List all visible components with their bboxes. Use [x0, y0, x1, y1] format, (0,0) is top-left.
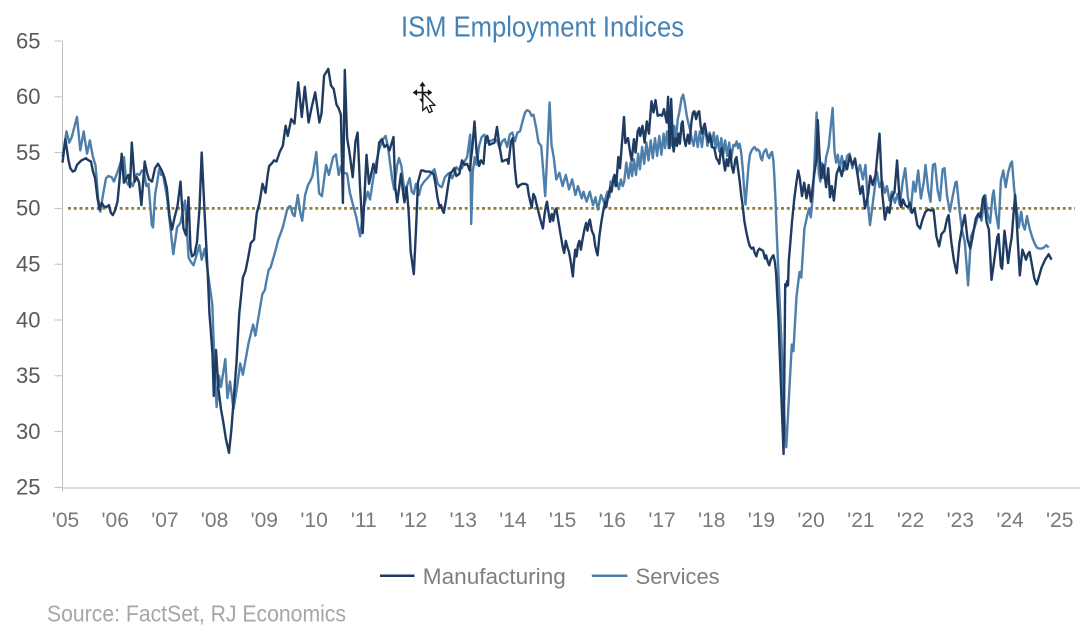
svg-text:'05: '05 — [52, 509, 79, 532]
svg-text:'07: '07 — [151, 509, 178, 532]
svg-text:'09: '09 — [251, 509, 278, 532]
svg-text:'06: '06 — [102, 509, 129, 532]
svg-text:'19: '19 — [748, 509, 775, 532]
svg-text:'20: '20 — [797, 509, 824, 532]
svg-text:'17: '17 — [648, 509, 675, 532]
svg-text:'08: '08 — [201, 509, 228, 532]
svg-text:25: 25 — [16, 475, 40, 500]
svg-text:Manufacturing: Manufacturing — [423, 564, 566, 589]
svg-text:'11: '11 — [351, 509, 377, 532]
svg-text:'18: '18 — [698, 509, 725, 532]
svg-text:'13: '13 — [450, 509, 477, 532]
svg-text:'24: '24 — [996, 509, 1024, 532]
svg-text:'14: '14 — [499, 509, 527, 532]
svg-text:'23: '23 — [947, 509, 974, 532]
svg-text:30: 30 — [16, 419, 40, 444]
svg-text:'16: '16 — [599, 509, 626, 532]
svg-text:'25: '25 — [1046, 509, 1073, 532]
svg-text:Source: FactSet, RJ Economics: Source: FactSet, RJ Economics — [47, 601, 346, 627]
svg-text:60: 60 — [16, 84, 40, 109]
svg-text:40: 40 — [16, 307, 40, 332]
svg-text:Services: Services — [636, 564, 720, 589]
svg-text:'22: '22 — [897, 509, 924, 532]
svg-text:'12: '12 — [400, 509, 427, 532]
svg-text:45: 45 — [16, 252, 40, 277]
svg-text:35: 35 — [16, 363, 40, 388]
svg-text:ISM Employment Indices: ISM Employment Indices — [401, 11, 684, 43]
svg-text:'10: '10 — [300, 509, 327, 532]
svg-text:55: 55 — [16, 140, 40, 165]
svg-text:'21: '21 — [847, 509, 874, 532]
svg-text:50: 50 — [16, 196, 40, 221]
svg-text:65: 65 — [16, 28, 40, 53]
svg-text:'15: '15 — [549, 509, 576, 532]
